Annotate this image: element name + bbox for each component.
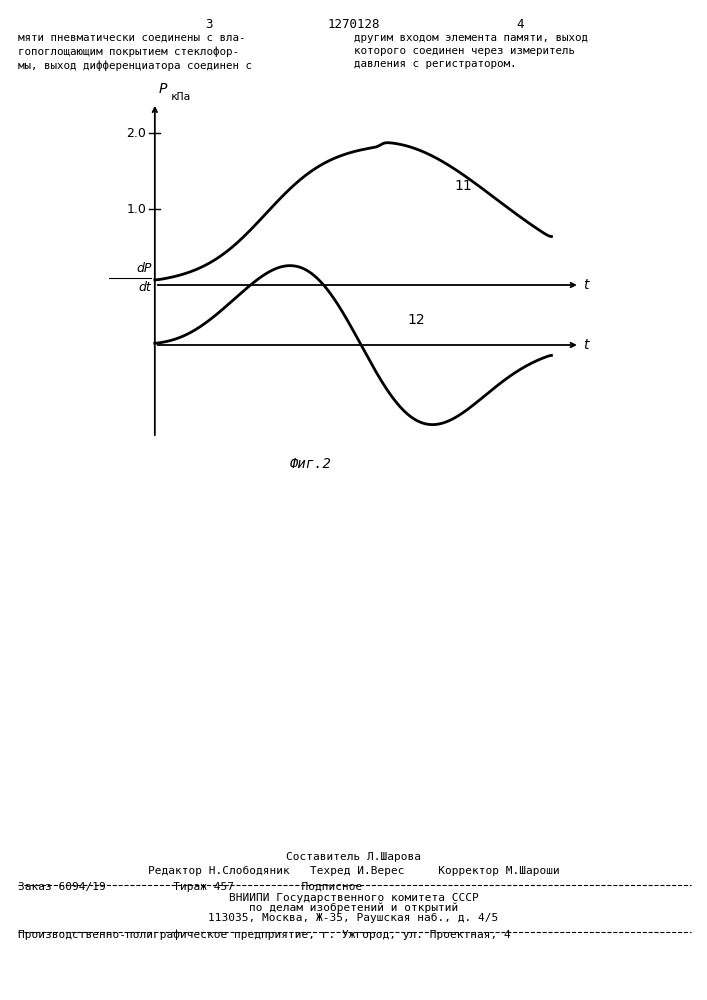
Text: 2.0: 2.0 [127,127,146,140]
Text: по делам изобретений и открытий: по делам изобретений и открытий [249,902,458,913]
Text: 12: 12 [407,313,425,327]
Text: мяти пневматически соединены с вла-
гопоглощающим покрытием стеклофор-
мы, выход: мяти пневматически соединены с вла- гопо… [18,33,252,71]
Text: 11: 11 [455,179,472,193]
Text: другим входом элемента памяти, выход
которого соединен через измеритель
давления: другим входом элемента памяти, выход кот… [354,33,588,69]
Text: t: t [583,278,589,292]
Text: 1.0: 1.0 [127,203,146,216]
Text: 113035, Москва, Ж-35, Раушская наб., д. 4/5: 113035, Москва, Ж-35, Раушская наб., д. … [209,913,498,923]
Text: 3: 3 [205,18,212,31]
Text: 1270128: 1270128 [327,18,380,31]
Text: Фиг.2: Фиг.2 [290,457,332,471]
Text: t: t [583,338,589,352]
Text: dt: dt [139,281,151,294]
Text: Производственно-полиграфическое предприятие, г. Ужгород, ул. Проектная, 4: Производственно-полиграфическое предприя… [18,930,510,940]
Text: P: P [158,82,167,96]
Text: кПа: кПа [170,92,191,102]
Text: Редактор Н.Слободяник   Техред И.Верес     Корректор М.Шароши: Редактор Н.Слободяник Техред И.Верес Кор… [148,866,559,876]
Text: ВНИИПИ Государственного комитета СССР: ВНИИПИ Государственного комитета СССР [228,893,479,903]
Text: Заказ 6094/19          Тираж 457          Подписное: Заказ 6094/19 Тираж 457 Подписное [18,882,362,892]
Text: 4: 4 [516,18,523,31]
Text: Составитель Л.Шарова: Составитель Л.Шарова [286,852,421,862]
Text: dP: dP [136,262,151,275]
